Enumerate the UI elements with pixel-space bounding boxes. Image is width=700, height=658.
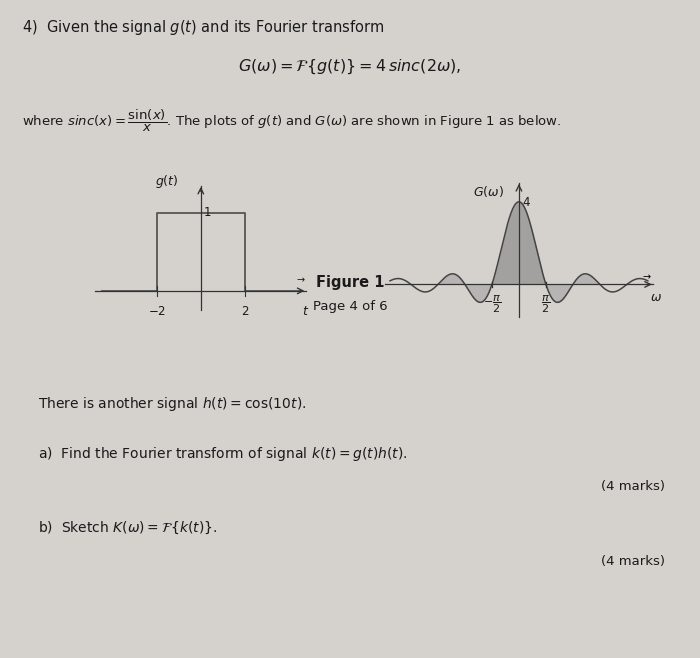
Text: $-2$: $-2$ [148,305,166,318]
Text: $G(\omega) = \mathcal{F}\{g(t)\} = 4\, sinc(2\omega),$: $G(\omega) = \mathcal{F}\{g(t)\} = 4\, s… [238,58,462,76]
Text: $\omega$: $\omega$ [650,291,662,303]
Text: where $sinc(x) = \dfrac{\mathrm{sin}(x)}{x}$. The plots of $g(t)$ and $G(\omega): where $sinc(x) = \dfrac{\mathrm{sin}(x)}… [22,108,561,134]
Text: 4)  Given the signal $g(t)$ and its Fourier transform: 4) Given the signal $g(t)$ and its Fouri… [22,18,384,37]
Text: (4 marks): (4 marks) [601,555,665,569]
Text: Figure 1: Figure 1 [316,274,384,290]
Text: a)  Find the Fourier transform of signal $k(t) = g(t)h(t)$.: a) Find the Fourier transform of signal … [38,445,407,463]
Text: $2$: $2$ [241,305,249,318]
Text: $\rightarrow$: $\rightarrow$ [641,271,652,282]
Text: 4: 4 [522,195,530,209]
Text: $\rightarrow$: $\rightarrow$ [295,274,307,285]
Text: $\dfrac{\pi}{2}$: $\dfrac{\pi}{2}$ [541,293,550,315]
Text: (4 marks): (4 marks) [601,480,665,494]
Text: 1: 1 [204,206,211,218]
Text: $g(t)$: $g(t)$ [155,173,178,190]
Text: Page 4 of 6: Page 4 of 6 [313,299,387,313]
Text: There is another signal $h(t) = \cos(10t)$.: There is another signal $h(t) = \cos(10t… [38,395,307,413]
Text: $t$: $t$ [302,305,309,318]
Text: $-\dfrac{\pi}{2}$: $-\dfrac{\pi}{2}$ [483,293,501,315]
Text: b)  Sketch $K(\omega) = \mathcal{F}\{k(t)\}$.: b) Sketch $K(\omega) = \mathcal{F}\{k(t)… [38,520,217,536]
Text: $G(\omega)$: $G(\omega)$ [473,184,503,199]
